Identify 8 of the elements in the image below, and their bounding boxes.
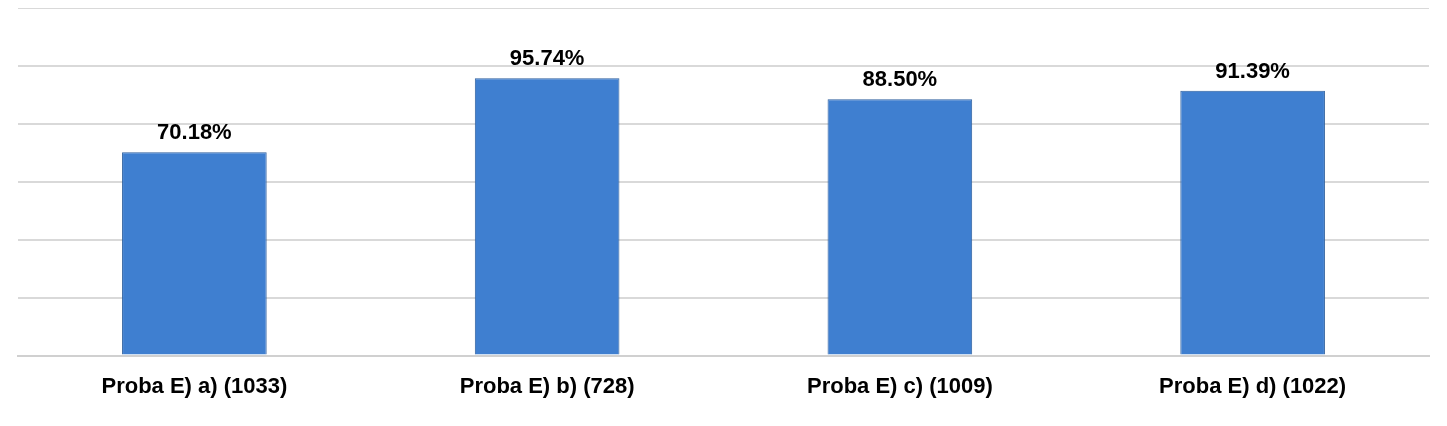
x-tick-label: Proba E) c) (1009): [806, 372, 993, 398]
x-tick-label: Proba E) d) (1022): [1159, 372, 1347, 398]
data-label: 88.50%: [862, 66, 938, 92]
x-tick-label: Proba E) b) (728): [459, 372, 635, 398]
data-label: 70.18%: [157, 119, 232, 145]
x-tick-label: Proba E) a) (1033): [101, 372, 288, 398]
data-label: 95.74%: [509, 45, 585, 71]
data-label: 91.39%: [1215, 57, 1290, 83]
